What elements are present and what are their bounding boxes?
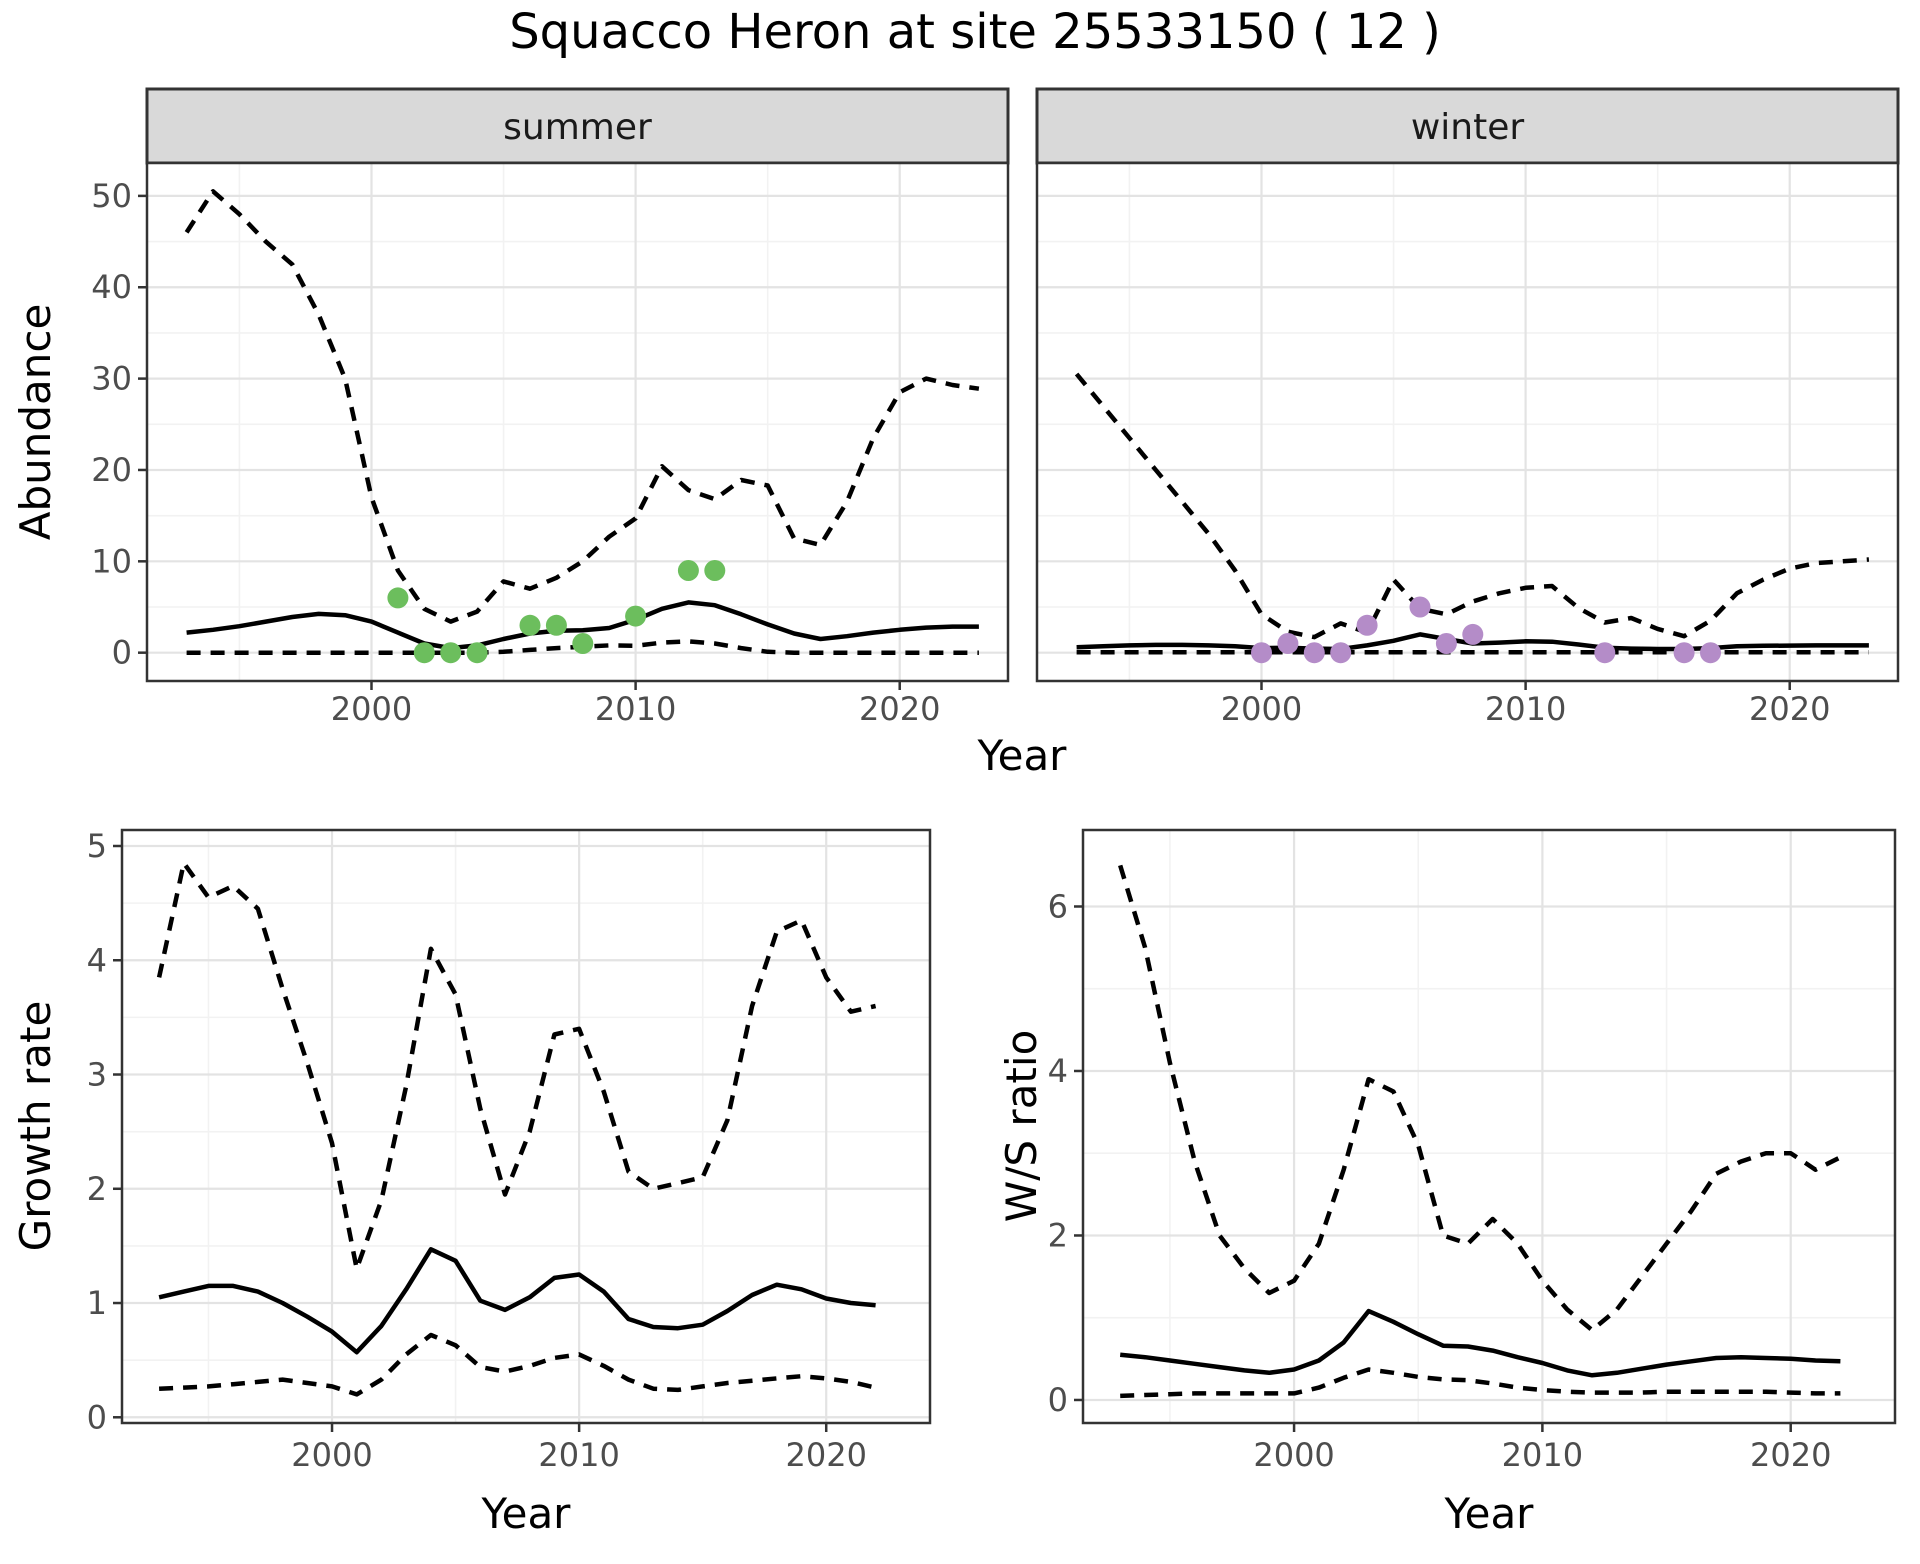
series-lower-95ci-line — [1120, 1367, 1841, 1399]
y-axis-title-growth-rate: Growth rate — [11, 1001, 60, 1252]
data-point-observed-counts — [440, 642, 462, 664]
x-tick-label: 2010 — [1502, 1436, 1583, 1474]
data-point-observed-counts — [1330, 642, 1352, 664]
y-axis-title-ws-ratio: W/S ratio — [997, 1030, 1046, 1223]
x-axis-title-year-ws: Year — [1444, 1489, 1535, 1538]
y-tick-label: 6 — [1048, 887, 1068, 925]
y-tick-label: 50 — [91, 177, 132, 215]
data-point-observed-counts — [1700, 642, 1721, 664]
data-point-observed-counts — [625, 605, 647, 627]
y-tick-label: 5 — [87, 827, 107, 865]
y-tick-label: 1 — [87, 1284, 107, 1322]
y-tick-label: 2 — [1048, 1216, 1068, 1254]
data-point-observed-counts — [1594, 642, 1616, 664]
x-tick-label: 2010 — [1485, 690, 1566, 728]
facet-strip-winter-label: winter — [1411, 107, 1525, 148]
data-point-observed-counts — [572, 633, 594, 654]
x-axis-title-year-top: Year — [977, 731, 1068, 780]
y-tick-label: 40 — [91, 268, 132, 306]
panel-background — [1083, 830, 1895, 1423]
x-tick-label: 2000 — [1221, 690, 1302, 728]
panel-border — [1081, 828, 1897, 1425]
data-point-observed-counts — [1462, 623, 1484, 645]
y-tick-label: 0 — [112, 634, 132, 672]
data-point-observed-counts — [1277, 633, 1299, 654]
panel-abundance-summer: 2000 2010 2020 0 10 20 30 40 50 — [91, 161, 1010, 728]
panel-abundance-winter: 2000 2010 2020 — [1035, 161, 1900, 728]
panel-border — [145, 161, 1010, 683]
data-point-observed-counts — [387, 587, 409, 609]
data-point-observed-counts — [1303, 642, 1325, 664]
series-upper-95ci-line — [1074, 372, 1870, 640]
panel-background — [1037, 163, 1898, 681]
x-tick-label: 2020 — [1749, 690, 1830, 728]
series-median-line — [158, 1247, 876, 1355]
facet-strip-summer-label: summer — [503, 107, 652, 148]
facet-strip-summer: summer — [145, 87, 1010, 165]
series-lower-95ci-line — [158, 1332, 877, 1397]
chart-title: Squacco Heron at site 25533150 ( 12 ) — [509, 4, 1441, 60]
x-tick-label: 2020 — [1750, 1436, 1831, 1474]
y-tick-label: 3 — [87, 1056, 107, 1094]
data-point-observed-counts — [677, 560, 699, 581]
x-tick-label: 2020 — [786, 1436, 867, 1474]
data-point-observed-counts — [519, 614, 541, 636]
data-point-observed-counts — [413, 642, 435, 664]
data-point-observed-counts — [1409, 596, 1431, 618]
y-tick-label: 4 — [1048, 1052, 1068, 1090]
x-tick-label: 2010 — [538, 1436, 619, 1474]
x-tick-label: 2000 — [1253, 1436, 1334, 1474]
series-median-line — [1119, 1308, 1841, 1378]
y-tick-label: 10 — [91, 542, 132, 580]
x-tick-label: 2000 — [291, 1436, 372, 1474]
x-tick-label: 2020 — [859, 690, 940, 728]
y-axis-title-abundance: Abundance — [11, 304, 60, 541]
series-upper-95ci-line — [156, 860, 877, 1272]
series-upper-95ci-line — [1118, 864, 1842, 1333]
x-tick-label: 2000 — [331, 690, 412, 728]
y-tick-label: 2 — [87, 1170, 107, 1208]
panel-border — [120, 828, 932, 1425]
panel-background — [122, 830, 930, 1423]
y-tick-label: 20 — [91, 451, 132, 489]
y-tick-label: 4 — [87, 941, 107, 979]
series-median-line — [186, 600, 979, 651]
x-axis-title-year-growth: Year — [481, 1489, 572, 1538]
panel-growth-rate: 2000 2010 2020 0 1 2 3 4 5 — [87, 827, 932, 1474]
panel-border — [1035, 161, 1900, 683]
data-point-observed-counts — [1673, 642, 1695, 664]
y-tick-label: 0 — [87, 1398, 107, 1436]
facet-strip-summer-box — [145, 87, 1010, 165]
y-tick-label: 30 — [91, 360, 132, 398]
data-point-observed-counts — [704, 560, 726, 581]
data-point-observed-counts — [1435, 633, 1457, 654]
data-point-observed-counts — [1251, 642, 1272, 664]
panel-ws-ratio: 2000 2010 2020 0 2 4 6 — [1048, 828, 1897, 1474]
data-point-observed-counts — [1356, 614, 1378, 636]
data-point-observed-counts — [545, 614, 567, 636]
data-point-observed-counts — [466, 642, 488, 664]
facet-strip-winter-box — [1035, 87, 1900, 165]
facet-strip-winter: winter — [1035, 87, 1900, 165]
panel-background — [147, 163, 1008, 681]
y-tick-label: 0 — [1048, 1381, 1068, 1419]
x-tick-label: 2010 — [595, 690, 676, 728]
